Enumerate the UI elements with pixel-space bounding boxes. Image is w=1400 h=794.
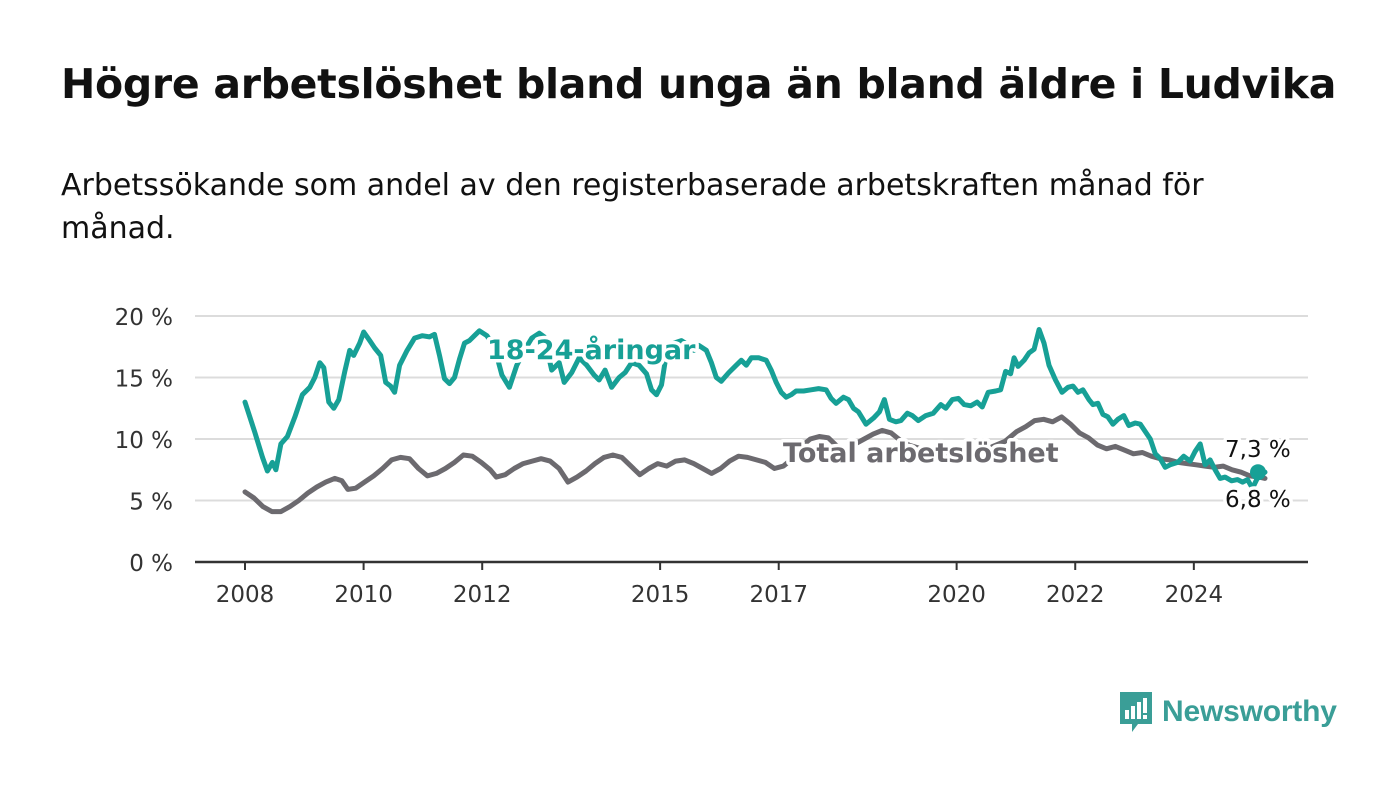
y-tick-label: 10 % xyxy=(115,428,173,454)
series-line-youth xyxy=(242,327,1268,491)
x-tick-label: 2015 xyxy=(631,582,690,608)
y-tick-label: 20 % xyxy=(115,305,173,331)
y-tick-label: 5 % xyxy=(129,490,173,516)
series-label-youth: 18-24-åringar xyxy=(487,334,696,366)
brand-name: Newsworthy xyxy=(1162,695,1337,728)
series-labels: 18-24-åringar Total arbetslöshet 7,3 % 6,8 … xyxy=(484,331,1295,517)
x-tick-label: 2010 xyxy=(334,582,393,608)
series-end-marker-youth xyxy=(1250,464,1266,481)
end-value-label-youth: 7,3 % xyxy=(1225,437,1291,463)
y-tick-label: 15 % xyxy=(115,367,173,393)
chart-subtitle: Arbetssökande som andel av den registerb… xyxy=(61,168,1204,246)
brand-logo: Newsworthy xyxy=(1118,690,1337,734)
x-axis-ticks: 2008 2010 2012 2015 2017 2020 2022 2024 xyxy=(195,560,1308,608)
x-tick-label: 2017 xyxy=(749,582,808,608)
end-value-label-total: 6,8 % xyxy=(1225,487,1291,513)
chart-title: Högre arbetslöshet bland unga än bland ä… xyxy=(61,60,1337,108)
grid-lines xyxy=(195,315,1308,502)
series-lines xyxy=(242,327,1268,515)
series-label-total: Total arbetslöshet xyxy=(783,438,1059,469)
x-tick-label: 2020 xyxy=(927,582,986,608)
x-tick-label: 2012 xyxy=(453,582,512,608)
x-tick-label: 2008 xyxy=(216,582,275,608)
x-tick-label: 2024 xyxy=(1165,582,1224,608)
series-line-total xyxy=(242,414,1268,515)
newsworthy-logo-icon xyxy=(1120,692,1152,732)
x-tick-label: 2022 xyxy=(1046,582,1105,608)
y-tick-label: 0 % xyxy=(129,551,173,577)
y-axis-ticks: 0 % 5 % 10 % 15 % 20 % xyxy=(115,305,173,577)
